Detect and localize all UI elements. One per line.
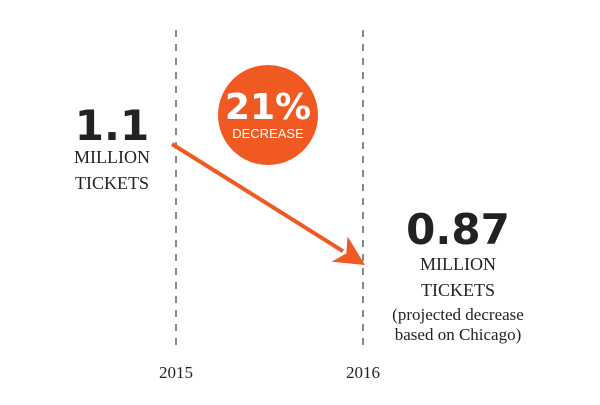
end-note-line1: (projected decrease xyxy=(392,305,524,324)
percent-badge: 21% DECREASE xyxy=(218,65,318,165)
start-value: 1.1 xyxy=(75,101,149,150)
badge-circle xyxy=(218,65,318,165)
badge-label: DECREASE xyxy=(232,126,304,141)
x-tick-2015: 2015 xyxy=(159,363,193,382)
end-unit-line2: TICKETS xyxy=(421,280,495,300)
decrease-arrow xyxy=(170,142,365,265)
start-unit-line2: TICKETS xyxy=(75,173,149,193)
end-note-line2: based on Chicago) xyxy=(395,325,522,344)
start-unit-line1: MILLION xyxy=(74,147,150,167)
end-value: 0.87 xyxy=(406,205,510,254)
end-unit-line1: MILLION xyxy=(420,254,496,274)
arrow-head xyxy=(331,236,365,265)
arrow-shaft xyxy=(170,142,345,253)
x-tick-2016: 2016 xyxy=(346,363,380,382)
badge-percent: 21% xyxy=(225,87,311,128)
